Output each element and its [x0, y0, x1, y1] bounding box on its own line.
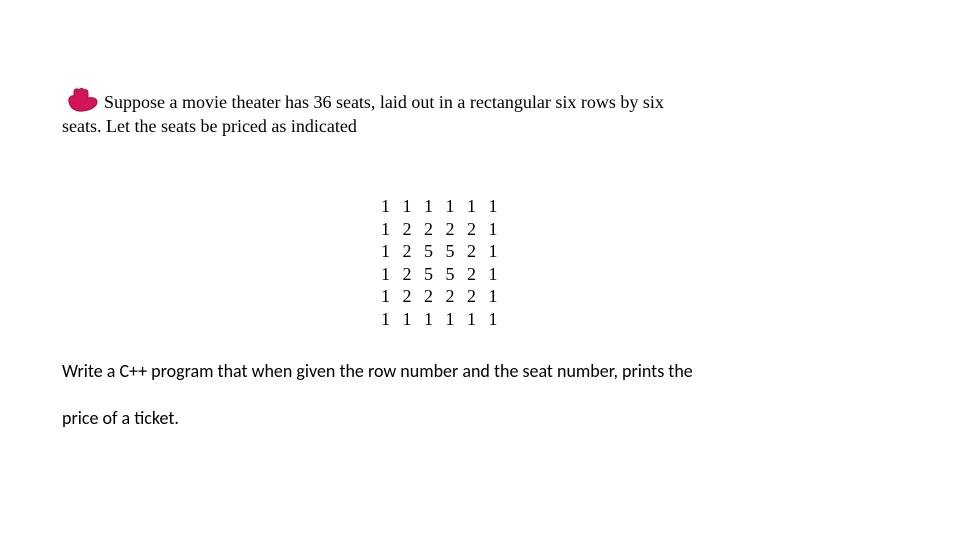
task-description: Write a C++ program that when given the … [62, 348, 902, 442]
task-line-1: Write a C++ program that when given the … [62, 348, 902, 395]
intro-line-2: seats. Let the seats be priced as indica… [62, 114, 842, 138]
price-row: 1 1 1 1 1 1 [381, 308, 502, 331]
document-page: Suppose a movie theater has 36 seats, la… [0, 0, 966, 540]
task-line-2: price of a ticket. [62, 395, 902, 442]
price-row: 1 2 2 2 2 1 [381, 285, 502, 308]
price-row: 1 1 1 1 1 1 [381, 195, 502, 218]
intro-line-1: Suppose a movie theater has 36 seats, la… [62, 90, 842, 114]
price-row: 1 2 5 5 2 1 [381, 263, 502, 286]
price-row: 1 2 5 5 2 1 [381, 240, 502, 263]
price-row: 1 2 2 2 2 1 [381, 218, 502, 241]
seat-price-grid: 1 1 1 1 1 1 1 2 2 2 2 1 1 2 5 5 2 1 1 2 … [381, 195, 502, 330]
problem-intro: Suppose a movie theater has 36 seats, la… [62, 90, 842, 139]
